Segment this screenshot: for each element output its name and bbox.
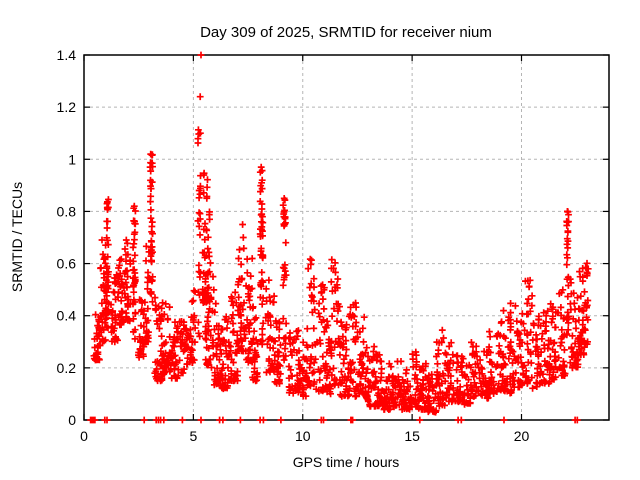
y-tick-labels: 0 0.2 0.4 0.6 0.8 1 1.2 1.4 [57,47,77,428]
y-tick-label: 0.2 [57,360,77,376]
y-tick-label: 0.4 [57,308,77,324]
x-tick-labels: 0 5 10 15 20 [80,428,529,444]
y-tick-label: 0 [68,412,76,428]
y-tick-label: 1.2 [57,99,77,115]
chart-title: Day 309 of 2025, SRMTID for receiver niu… [200,24,492,41]
axis-ticks [83,54,609,421]
plot-border [83,54,610,421]
x-axis-label: GPS time / hours [293,454,400,470]
x-tick-label: 20 [514,428,530,444]
y-axis-label: SRMTID / TECUs [9,182,25,292]
x-tick-label: 5 [189,428,197,444]
y-tick-label: 0.6 [57,256,77,272]
x-tick-label: 10 [295,428,311,444]
y-tick-label: 1 [68,151,76,167]
x-tick-label: 0 [80,428,88,444]
gridlines [84,55,609,420]
y-tick-label: 0.8 [57,203,77,219]
y-tick-label: 1.4 [57,47,77,63]
x-tick-label: 15 [404,428,420,444]
data-points [87,51,592,424]
